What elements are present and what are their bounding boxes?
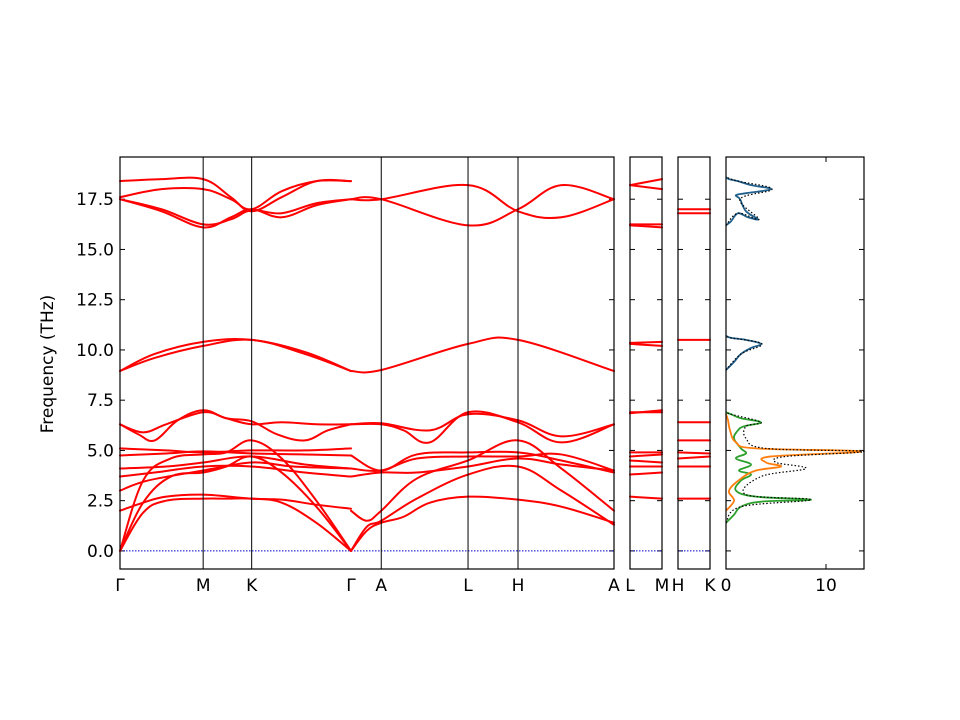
panel0-seg1-band-16 (119, 176, 352, 213)
panel1-frame (629, 156, 663, 570)
panel0-seg1-band-9 (119, 411, 352, 434)
panel1-band-8 (629, 342, 663, 347)
panel1-band-10 (629, 224, 663, 229)
panel1-band-1 (629, 471, 663, 476)
panel2-band-2 (677, 455, 711, 460)
panel1-band-3 (629, 459, 663, 464)
y-tick-label-0: 0.0 (87, 542, 114, 562)
dos-x-tick-label-1: 10 (815, 576, 837, 596)
dos-x-tick-label-0: 0 (721, 576, 732, 596)
panel0-seg2-band-10 (350, 183, 615, 220)
panel0-seg1-kpoint-label-3: Γ (346, 576, 356, 596)
panel0-seg1-band-5 (119, 464, 352, 478)
dos-curve-6 (725, 176, 773, 226)
y-tick-label-3: 7.5 (87, 391, 114, 411)
dos-curve-0 (725, 176, 772, 227)
panel0-seg1-band-6 (119, 455, 352, 470)
y-axis-label: Frequency (THz) (38, 295, 58, 434)
panel1-kpoint-label-0: L (625, 576, 635, 596)
panel0-seg2-kpoint-label-4: A (608, 576, 620, 596)
panel0-seg2-band-6 (350, 410, 615, 444)
panel1-band-7 (629, 409, 663, 415)
panel1-band-12 (629, 184, 663, 191)
dos-curve-1 (725, 335, 762, 371)
panel2-band-3 (677, 451, 711, 455)
panel0-seg2-band-2 (350, 439, 615, 522)
panel0-seg1-band-11 (119, 338, 352, 373)
panel0-seg2-band-9 (350, 184, 615, 227)
y-tick-label-6: 15.0 (76, 240, 114, 260)
panel0-seg1-kpoint-label-2: K (246, 576, 258, 596)
dos-panel: 0 10 (721, 156, 865, 596)
panel0-frame (119, 156, 615, 570)
y-tick-label-4: 10.0 (76, 341, 114, 361)
panel0-seg1-band-13 (119, 198, 352, 229)
panel1-band-13 (629, 178, 663, 187)
panel0-seg2-band-1 (350, 464, 615, 552)
panel1-band-4 (629, 453, 663, 458)
panel2-kpoint-label-0: H (672, 576, 685, 596)
panel0-seg1-band-8 (119, 447, 352, 454)
panel0-seg1-band-3 (119, 493, 352, 512)
panel0-seg1-band-14 (119, 198, 352, 226)
panel2-frame (677, 156, 711, 570)
panel0-seg1-band-0 (119, 497, 352, 552)
panel1-band-0 (629, 495, 663, 500)
panel0-seg2-kpoint-label-1: A (375, 576, 387, 596)
panel1-kpoint-label-1: M (655, 576, 670, 596)
band-panel-gamma-m-k-gamma-a-l-h-a: 0.02.55.07.510.012.515.017.5Γ M K Γ A L H A (76, 156, 620, 596)
panel0-seg1-kpoint-label-0: Γ (115, 576, 125, 596)
panel0-seg2-band-8 (350, 336, 615, 374)
panel0-seg2-kpoint-label-3: H (512, 576, 525, 596)
panel0-seg1-band-12 (119, 338, 352, 373)
panel0-seg1-kpoint-label-1: M (196, 576, 211, 596)
dos-curve-5 (725, 335, 763, 371)
dos-curve-2 (725, 411, 812, 524)
dos-frame (725, 156, 865, 570)
y-tick-label-5: 12.5 (76, 291, 114, 311)
y-tick-label-1: 2.5 (87, 492, 114, 512)
y-tick-label-2: 5.0 (87, 441, 114, 461)
panel0-seg2-kpoint-label-2: L (463, 576, 473, 596)
panel1-band-9 (629, 340, 663, 344)
panel0-seg1-band-10 (119, 409, 352, 442)
panel0-seg2-band-7 (350, 412, 615, 438)
dos-curve-3 (725, 413, 862, 512)
panel0-seg2-band-0 (350, 495, 615, 552)
panel2-kpoint-label-1: K (704, 576, 716, 596)
y-tick-label-7: 17.5 (76, 190, 114, 210)
